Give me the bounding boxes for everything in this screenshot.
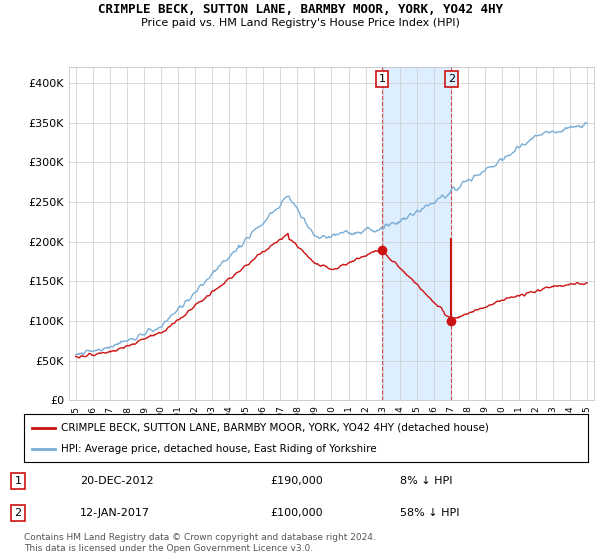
- Text: 2: 2: [448, 74, 455, 84]
- Text: £100,000: £100,000: [270, 508, 323, 518]
- Text: 1: 1: [14, 476, 22, 486]
- Bar: [382, 67, 451, 400]
- Text: 2: 2: [14, 508, 22, 518]
- Text: 8% ↓ HPI: 8% ↓ HPI: [400, 476, 452, 486]
- Text: 58% ↓ HPI: 58% ↓ HPI: [400, 508, 460, 518]
- Text: CRIMPLE BECK, SUTTON LANE, BARMBY MOOR, YORK, YO42 4HY: CRIMPLE BECK, SUTTON LANE, BARMBY MOOR, …: [97, 3, 503, 16]
- Text: 12-JAN-2017: 12-JAN-2017: [80, 508, 150, 518]
- Text: HPI: Average price, detached house, East Riding of Yorkshire: HPI: Average price, detached house, East…: [61, 444, 376, 454]
- Text: CRIMPLE BECK, SUTTON LANE, BARMBY MOOR, YORK, YO42 4HY (detached house): CRIMPLE BECK, SUTTON LANE, BARMBY MOOR, …: [61, 423, 488, 433]
- Text: Contains HM Land Registry data © Crown copyright and database right 2024.
This d: Contains HM Land Registry data © Crown c…: [24, 533, 376, 553]
- Text: Price paid vs. HM Land Registry's House Price Index (HPI): Price paid vs. HM Land Registry's House …: [140, 18, 460, 29]
- Text: £190,000: £190,000: [270, 476, 323, 486]
- Text: 1: 1: [379, 74, 385, 84]
- Text: 20-DEC-2012: 20-DEC-2012: [80, 476, 154, 486]
